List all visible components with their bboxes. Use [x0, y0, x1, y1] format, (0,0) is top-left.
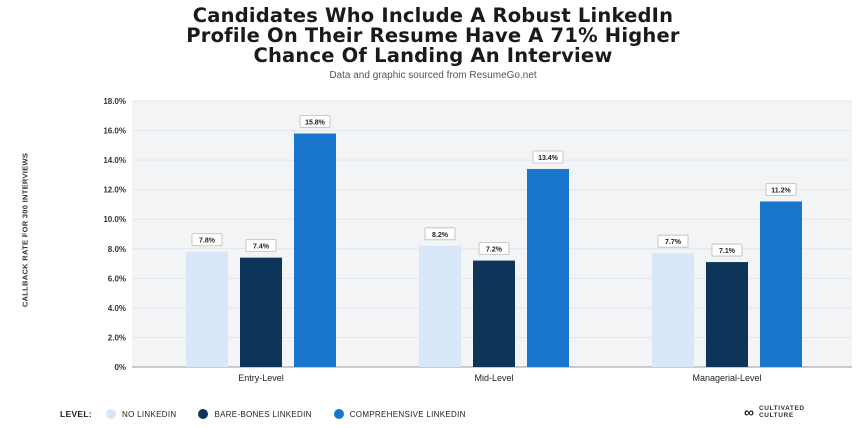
- data-label-box: [191, 233, 223, 247]
- legend-swatch-comprehensive: [333, 409, 344, 419]
- bar-0-2: [652, 253, 694, 367]
- legend-swatch-no-linkedin: [106, 409, 117, 419]
- data-label-box: [765, 183, 797, 196]
- bar-0-1: [419, 245, 461, 367]
- bar-chart: 0% 2.0% 4.0% 6.0% 8.0% 10.0% 12.0% 14.0% 16.0% 18…: [103, 97, 852, 383]
- bar-1-0: [240, 257, 282, 367]
- chart-subtitle: Data and graphic sourced from ResumeGo.n…: [329, 70, 537, 81]
- y-tick-label: 14.0%: [103, 156, 126, 165]
- data-label-box: [657, 234, 689, 248]
- chart-title-line-1: Candidates Who Include A Robust LinkedIn: [192, 4, 674, 27]
- data-label-box: [299, 115, 331, 128]
- bar-1-1: [473, 260, 515, 367]
- y-tick-label: 16.0%: [103, 127, 126, 136]
- brand-line-1: CULTIVATED: [758, 405, 805, 412]
- data-label: 7.7%: [665, 239, 682, 246]
- data-label: 7.4%: [253, 244, 270, 251]
- bar-2-2: [760, 201, 802, 367]
- brand-line-2: CULTURE: [758, 412, 794, 419]
- y-tick-label: 6.0%: [108, 274, 126, 283]
- data-label-box: [245, 239, 277, 253]
- x-tick-label: Managerial-Level: [692, 373, 761, 383]
- data-label: 7.1%: [719, 248, 736, 255]
- data-label: 8.2%: [432, 232, 449, 239]
- brand-logo: ∞ CULTIVATED CULTURE: [744, 404, 805, 420]
- bar-2-1: [527, 168, 569, 367]
- legend-swatch-bare-bones: [198, 409, 209, 419]
- y-tick-label: 0%: [114, 363, 126, 372]
- data-label: 13.4%: [538, 155, 559, 162]
- y-tick-label: 18.0%: [103, 97, 126, 106]
- data-label-box: [424, 227, 456, 241]
- bar-1-2: [706, 262, 748, 367]
- data-label: 7.8%: [199, 238, 216, 245]
- chart-title-line-2: Profile On Their Resume Have A 71% Highe…: [186, 24, 680, 47]
- y-tick-label: 4.0%: [108, 304, 126, 313]
- bar-0-0: [186, 251, 228, 367]
- legend-label-comprehensive: COMPREHENSIVE LINKEDIN: [349, 409, 466, 419]
- bar-2-0: [294, 133, 336, 367]
- data-label-box: [478, 242, 510, 256]
- link-icon: ∞: [744, 404, 754, 420]
- data-label-box: [711, 243, 743, 257]
- legend-item-bare-bones: BARE-BONES LINKEDIN: [198, 409, 311, 419]
- legend-label-bare-bones: BARE-BONES LINKEDIN: [214, 409, 312, 419]
- brand-name: CULTIVATED CULTURE: [759, 405, 805, 419]
- x-tick-label: Entry-Level: [238, 373, 284, 383]
- data-label: 11.2%: [771, 187, 791, 194]
- legend: LEVEL: NO LINKEDIN BARE-BONES LINKEDIN C…: [60, 405, 488, 423]
- x-tick-label: Mid-Level: [474, 373, 513, 383]
- data-label-box: [532, 150, 564, 164]
- y-tick-label: 8.0%: [108, 245, 126, 254]
- legend-item-comprehensive: COMPREHENSIVE LINKEDIN: [333, 409, 466, 419]
- data-label: 7.2%: [486, 247, 503, 254]
- legend-label-no-linkedin: NO LINKEDIN: [122, 409, 177, 419]
- legend-item-no-linkedin: NO LINKEDIN: [106, 409, 176, 419]
- y-tick-label: 12.0%: [103, 186, 126, 195]
- data-label: 15.8%: [305, 120, 326, 127]
- chart-title-line-3: Chance Of Landing An Interview: [253, 44, 613, 67]
- y-tick-label: 2.0%: [108, 333, 126, 342]
- y-tick-label: 10.0%: [103, 215, 126, 224]
- legend-title: LEVEL:: [60, 409, 93, 419]
